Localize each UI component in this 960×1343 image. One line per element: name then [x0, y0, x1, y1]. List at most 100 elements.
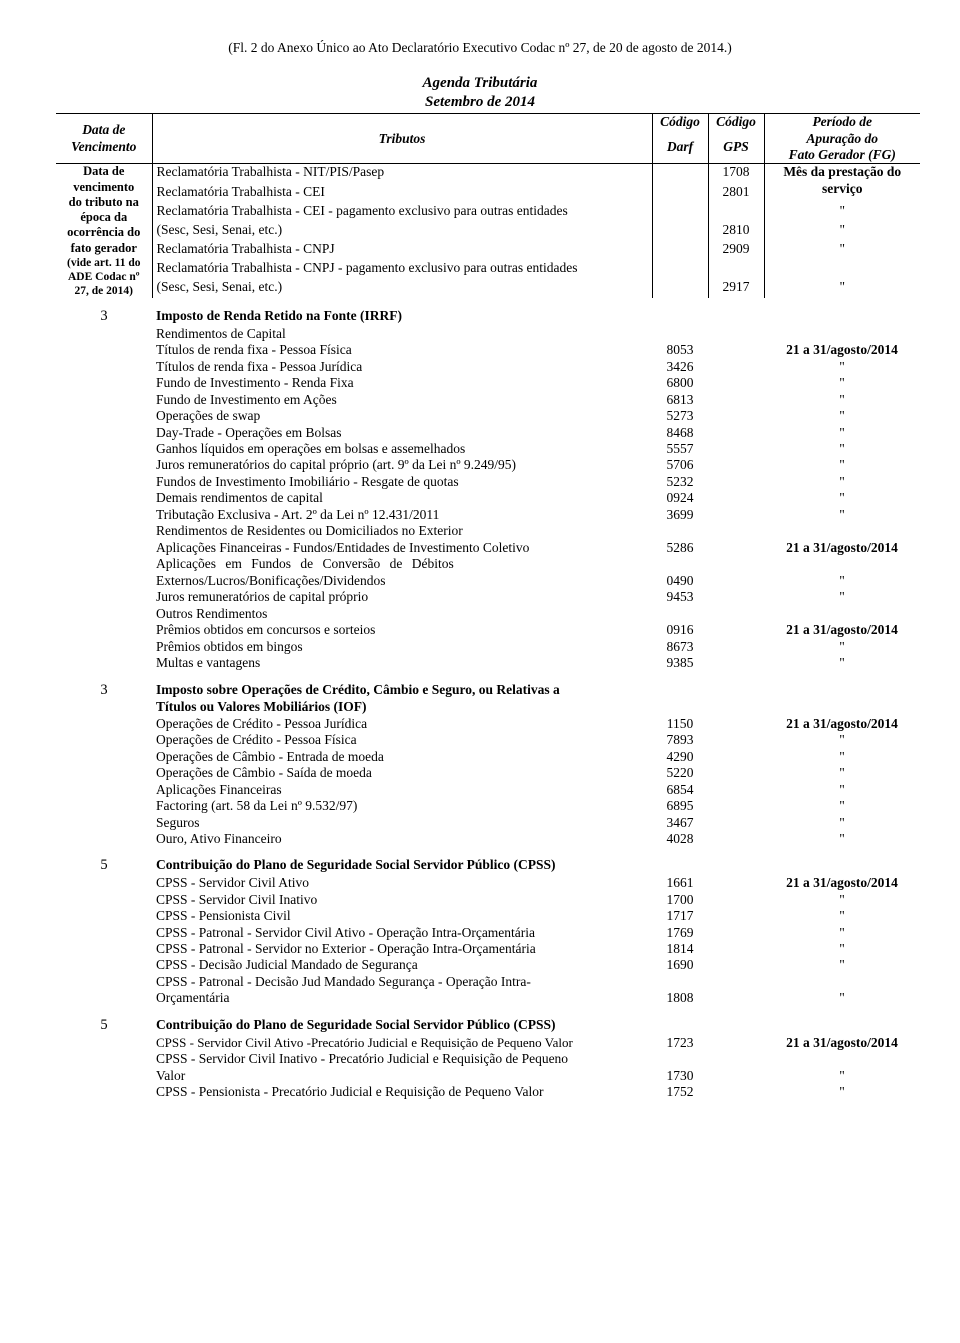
table-row-per: 21 a 31/agosto/2014 — [764, 622, 920, 638]
hdr-data-venc-l1: Data de — [60, 122, 148, 138]
table-row-gps — [708, 457, 764, 473]
table-row-per: " — [764, 474, 920, 490]
sec3a-sub3: Outros Rendimentos — [152, 606, 652, 622]
sec5a-multi-l1: CPSS - Patronal - Decisão Jud Mandado Se… — [152, 974, 652, 990]
sec5a-multi-per: " — [764, 990, 920, 1006]
table-row-darf: 0924 — [652, 490, 708, 506]
hdr-periodo-l1: Período de — [769, 114, 917, 130]
table-row-desc: Operações de Câmbio - Saída de moeda — [152, 765, 652, 781]
sec5b-r2-per: " — [764, 1068, 920, 1084]
table-row-desc: Operações de Crédito - Pessoa Física — [152, 732, 652, 748]
table-row-desc: Operações de swap — [152, 408, 652, 424]
table-row-gps — [708, 815, 764, 831]
sec3b-num: 3 — [56, 682, 152, 700]
b1-r1-per: Mês da prestação do serviço — [764, 164, 920, 203]
sec5a-multi-l2: Orçamentária — [152, 990, 652, 1006]
sec5b-r2-darf: 1730 — [652, 1068, 708, 1084]
sec3a-aplic-l1: Aplicações em Fundos de Conversão de Déb… — [152, 556, 652, 572]
left-l4: época da — [60, 210, 148, 225]
table-row-desc: Prêmios obtidos em bingos — [152, 639, 652, 655]
table-row-gps — [708, 749, 764, 765]
tax-table: Data de Vencimento Tributos Código Códig… — [56, 113, 920, 1100]
left-l1: Data de — [60, 164, 148, 179]
table-row-gps — [708, 925, 764, 941]
table-row-desc: Fundos de Investimento Imobiliário - Res… — [152, 474, 652, 490]
table-row-desc: CPSS - Decisão Judicial Mandado de Segur… — [152, 957, 652, 973]
table-row-desc: Títulos de renda fixa - Pessoa Jurídica — [152, 359, 652, 375]
table-row-per: " — [764, 408, 920, 424]
left-l5: ocorrência do — [60, 225, 148, 240]
table-row-desc: Day-Trade - Operações em Bolsas — [152, 425, 652, 441]
table-row-darf: 3699 — [652, 507, 708, 523]
table-row-per: " — [764, 359, 920, 375]
table-row-desc: Factoring (art. 58 da Lei nº 9.532/97) — [152, 798, 652, 814]
sec5b-num: 5 — [56, 1017, 152, 1035]
table-row-gps — [708, 359, 764, 375]
table-row-darf: 8673 — [652, 639, 708, 655]
sec3a-sub2: Rendimentos de Residentes ou Domiciliado… — [152, 523, 652, 539]
table-row-desc: Tributação Exclusiva - Art. 2º da Lei nº… — [152, 507, 652, 523]
table-row-desc: Títulos de renda fixa - Pessoa Física — [152, 342, 652, 358]
sec3a-juros-desc: Juros remuneratórios de capital próprio — [152, 589, 652, 605]
table-row-gps — [708, 342, 764, 358]
table-row-gps — [708, 892, 764, 908]
sec3a-juros-darf: 9453 — [652, 589, 708, 605]
table-row-darf: 1814 — [652, 941, 708, 957]
table-row-darf: 5557 — [652, 441, 708, 457]
table-row-gps — [708, 765, 764, 781]
left-l9: 27, de 2014) — [60, 284, 148, 298]
table-row-gps — [708, 908, 764, 924]
left-l7: (vide art. 11 do — [60, 256, 148, 270]
sec3a-num: 3 — [56, 308, 152, 326]
left-date-block: Data de vencimento do tributo na época d… — [56, 164, 152, 298]
table-row-per: " — [764, 441, 920, 457]
sec5b-r1-per: 21 a 31/agosto/2014 — [764, 1035, 920, 1051]
b1-per-l2: serviço — [769, 181, 917, 197]
table-row-gps — [708, 441, 764, 457]
sec5a-num: 5 — [56, 857, 152, 875]
table-row-darf: 4028 — [652, 831, 708, 847]
table-row-per: " — [764, 815, 920, 831]
table-row-per: " — [764, 732, 920, 748]
b1-r3b-desc: (Sesc, Sesi, Senai, etc.) — [152, 222, 652, 241]
left-l3: do tributo na — [60, 195, 148, 210]
b1-per-l1: Mês da prestação do — [769, 164, 917, 180]
table-row-per: " — [764, 507, 920, 523]
table-row-per: " — [764, 941, 920, 957]
sec3a-title: Imposto de Renda Retido na Fonte (IRRF) — [152, 308, 652, 326]
hdr-codigo-darf: Código — [652, 114, 708, 139]
sec5b-title: Contribuição do Plano de Seguridade Soci… — [152, 1017, 652, 1035]
agenda-title: Agenda Tributária — [56, 74, 904, 92]
table-row-gps — [708, 425, 764, 441]
table-row-per: " — [764, 490, 920, 506]
table-row-per: " — [764, 892, 920, 908]
sec5a-title: Contribuição do Plano de Seguridade Soci… — [152, 857, 652, 875]
table-row-per: " — [764, 798, 920, 814]
table-row-per: " — [764, 375, 920, 391]
table-row-darf: 6895 — [652, 798, 708, 814]
table-row-desc: Operações de Crédito - Pessoa Jurídica — [152, 716, 652, 732]
table-row-darf: 1700 — [652, 892, 708, 908]
b1-r2-gps: 2801 — [708, 184, 764, 203]
table-row-gps — [708, 798, 764, 814]
sec5b-r3-desc: CPSS - Pensionista - Precatório Judicial… — [152, 1084, 652, 1100]
table-row-per: " — [764, 957, 920, 973]
hdr-darf: Darf — [652, 139, 708, 163]
table-row-gps — [708, 716, 764, 732]
table-row-darf: 5706 — [652, 457, 708, 473]
sec3b-title-l1: Imposto sobre Operações de Crédito, Câmb… — [152, 682, 652, 700]
b1-r5b-desc: (Sesc, Sesi, Senai, etc.) — [152, 279, 652, 298]
table-row-desc: Demais rendimentos de capital — [152, 490, 652, 506]
table-row-darf: 0916 — [652, 622, 708, 638]
table-row-darf: 6813 — [652, 392, 708, 408]
table-row-desc: Multas e vantagens — [152, 655, 652, 671]
sec5b-r1-darf: 1723 — [652, 1035, 708, 1051]
hdr-periodo-l3: Fato Gerador (FG) — [769, 147, 917, 163]
sec3b-title-l2: Títulos ou Valores Mobiliários (IOF) — [152, 699, 652, 715]
left-l6: fato gerador — [60, 241, 148, 256]
table-row-darf: 5232 — [652, 474, 708, 490]
table-row-desc: Seguros — [152, 815, 652, 831]
table-row-per: " — [764, 925, 920, 941]
b1-r1-gps: 1708 — [708, 164, 764, 184]
b1-r1-desc: Reclamatória Trabalhista - NIT/PIS/Pasep — [152, 164, 652, 184]
